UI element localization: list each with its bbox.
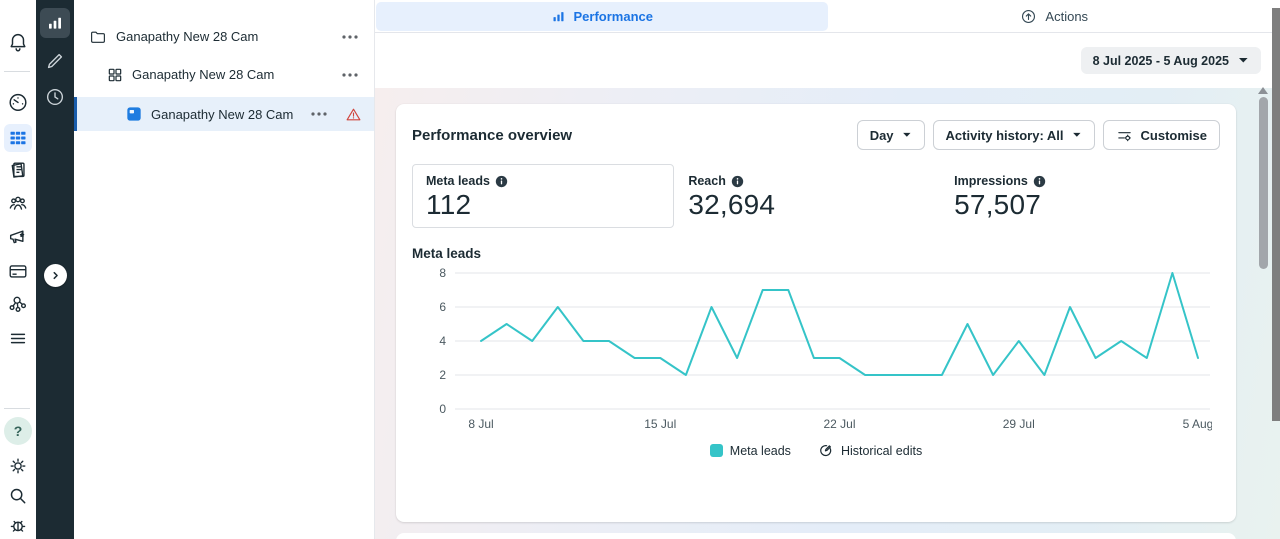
tab-performance-label: Performance <box>573 9 653 24</box>
settings-gear-icon[interactable] <box>7 455 29 477</box>
customise-button[interactable]: Customise <box>1102 120 1220 150</box>
chart-legend: Meta leads Historical edits <box>412 442 1220 459</box>
activity-history-label: Activity history: All <box>945 127 1064 143</box>
legend-label: Meta leads <box>729 443 791 458</box>
ad-name: Ganapathy New 28 Cam <box>151 106 294 122</box>
granularity-dropdown[interactable]: Day <box>856 120 925 150</box>
performance-chart-icon <box>553 12 563 22</box>
warning-triangle-icon[interactable] <box>345 106 362 123</box>
toolbar: 8 Jul 2025 - 5 Aug 2025 <box>375 33 1280 88</box>
history-clock-icon[interactable] <box>44 86 66 108</box>
campaign-tree: Ganapathy New 28 Cam Ganapathy New 28 Ca… <box>74 0 375 539</box>
ad-icon <box>127 107 141 121</box>
rail-divider <box>4 408 30 409</box>
meta-leads-chart: 0 2 4 6 8 8 Jul 15 Jul 22 Jul 29 Jul 5 Aug <box>439 266 1212 431</box>
metric-meta-leads[interactable]: Meta leads 112 <box>412 164 675 228</box>
metric-value: 57,507 <box>954 189 1041 220</box>
next-card-peek <box>396 533 1236 539</box>
svg-text:5 Aug: 5 Aug <box>1183 417 1212 431</box>
date-range-label: 8 Jul 2025 - 5 Aug 2025 <box>1092 53 1229 68</box>
billing-card-icon[interactable] <box>7 260 29 282</box>
metric-label: Meta leads <box>426 174 490 188</box>
customise-sliders-icon <box>1117 131 1131 141</box>
tools-rail <box>36 0 74 539</box>
customise-label: Customise <box>1140 127 1207 143</box>
svg-text:15 Jul: 15 Jul <box>644 417 676 431</box>
campaign-name: Ganapathy New 28 Cam <box>116 29 259 44</box>
svg-text:4: 4 <box>439 334 446 348</box>
metric-value: 32,694 <box>688 189 776 220</box>
more-options-icon[interactable] <box>341 72 359 77</box>
date-range-selector[interactable]: 8 Jul 2025 - 5 Aug 2025 <box>1080 47 1261 74</box>
info-icon[interactable] <box>1033 175 1046 188</box>
content-scrollbar[interactable] <box>1256 87 1270 269</box>
chevron-down-icon <box>902 132 911 137</box>
performance-overview-card: Performance overview Day Activity histor… <box>396 104 1236 522</box>
chevron-right-icon <box>53 271 58 280</box>
legend-label: Historical edits <box>840 443 923 458</box>
granularity-label: Day <box>869 127 894 143</box>
notifications-bell-icon[interactable] <box>7 31 29 53</box>
tab-actions[interactable]: Actions <box>829 0 1280 32</box>
main-panel: Performance Actions 8 Jul 2025 - 5 Aug 2… <box>375 0 1280 539</box>
activity-history-dropdown[interactable]: Activity history: All <box>932 120 1095 150</box>
chevron-down-icon <box>1072 132 1081 137</box>
info-icon[interactable] <box>731 175 744 188</box>
report-bug-icon[interactable] <box>7 514 29 536</box>
metric-label: Reach <box>688 174 726 188</box>
scrollbar-up-arrow[interactable] <box>1258 87 1268 94</box>
pages-docs-icon[interactable] <box>7 159 29 181</box>
dashboard-gauge-icon[interactable] <box>7 91 29 113</box>
expand-panel-button[interactable] <box>44 264 67 287</box>
card-title: Performance overview <box>412 126 573 144</box>
svg-text:8: 8 <box>439 266 446 280</box>
tree-row-adset[interactable]: Ganapathy New 28 Cam <box>74 58 374 91</box>
insights-chart-icon-active[interactable] <box>40 8 70 38</box>
tab-bar: Performance Actions <box>375 0 1280 33</box>
assets-nodes-icon[interactable] <box>7 292 29 314</box>
svg-text:0: 0 <box>439 402 446 416</box>
metrics-row: Meta leads 112 Reach 32,694 Impressions <box>412 164 1220 228</box>
folder-icon <box>91 31 105 43</box>
chevron-down-icon <box>1239 58 1248 63</box>
adset-name: Ganapathy New 28 Cam <box>132 67 275 82</box>
more-options-icon[interactable] <box>310 112 328 116</box>
svg-text:8 Jul: 8 Jul <box>468 417 493 431</box>
help-glyph: ? <box>13 423 23 439</box>
more-options-icon[interactable] <box>341 34 359 39</box>
tab-actions-label: Actions <box>1045 8 1089 24</box>
tree-row-campaign[interactable]: Ganapathy New 28 Cam <box>74 20 374 53</box>
tab-performance[interactable]: Performance <box>376 2 828 31</box>
svg-text:2: 2 <box>439 368 446 382</box>
window-scrollbar-thumb[interactable] <box>1272 8 1280 421</box>
actions-arrow-icon <box>1022 9 1036 23</box>
menu-hamburger-icon[interactable] <box>7 327 29 349</box>
metric-value: 112 <box>426 189 472 220</box>
legend-historical-edits: Historical edits <box>817 442 922 459</box>
svg-text:29 Jul: 29 Jul <box>1003 417 1035 431</box>
app-rail: ? <box>0 0 36 539</box>
rail-divider <box>4 71 30 72</box>
metric-impressions[interactable]: Impressions 57,507 <box>954 164 1220 219</box>
tree-row-ad-selected[interactable]: Ganapathy New 28 Cam <box>74 97 374 131</box>
svg-text:6: 6 <box>439 300 446 314</box>
help-button[interactable]: ? <box>4 417 32 445</box>
search-icon[interactable] <box>7 485 29 507</box>
edit-pencil-icon[interactable] <box>44 50 66 72</box>
legend-meta-leads: Meta leads <box>709 443 791 458</box>
card-controls: Day Activity history: All Customise <box>856 120 1220 150</box>
info-icon[interactable] <box>495 175 508 188</box>
campaigns-table-icon-active[interactable] <box>4 124 32 152</box>
audiences-people-icon[interactable] <box>7 192 29 214</box>
scrollbar-thumb[interactable] <box>1258 97 1268 269</box>
historical-edits-icon <box>820 445 832 457</box>
svg-text:22 Jul: 22 Jul <box>823 417 855 431</box>
content-scroll-area: Performance overview Day Activity histor… <box>375 88 1280 539</box>
chart-title: Meta leads <box>412 246 482 261</box>
metric-reach[interactable]: Reach 32,694 <box>688 164 954 219</box>
ads-megaphone-icon[interactable] <box>7 226 29 248</box>
adset-grid-icon <box>108 68 122 81</box>
metric-label: Impressions <box>954 174 1028 188</box>
legend-swatch <box>709 444 723 457</box>
